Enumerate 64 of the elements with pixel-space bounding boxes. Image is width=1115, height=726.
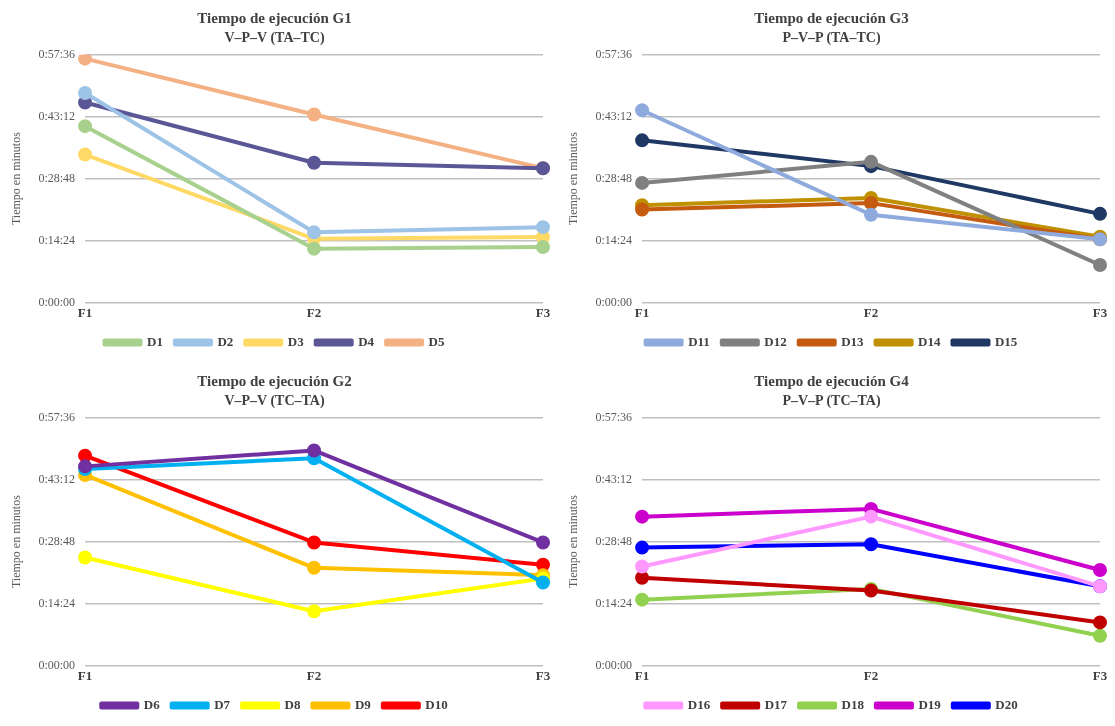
legend-label: D5: [428, 333, 445, 349]
legend-label: D19: [918, 696, 942, 712]
y-tick-label: 0:14:24: [38, 595, 76, 610]
legend-label: D3: [287, 333, 305, 349]
y-axis-title: Tiempo en minutos: [566, 131, 581, 226]
y-tick-label: 0:14:24: [595, 595, 633, 610]
y-tick-label: 0:00:00: [595, 294, 633, 309]
chart-subtitle: V–P–V (TC–TA): [224, 393, 325, 410]
y-tick-label: 0:28:48: [38, 533, 76, 548]
chart-title: Tiempo de ejecución G2: [197, 372, 352, 389]
x-tick-label: F1: [77, 667, 93, 683]
chart-title: Tiempo de ejecución G3: [754, 9, 909, 26]
x-tick-label: F3: [1092, 667, 1108, 683]
y-tick-label: 0:14:24: [595, 232, 633, 247]
y-tick-label: 0:57:36: [595, 409, 633, 424]
legend-label: D11: [688, 333, 710, 349]
y-tick-label: 0:43:12: [38, 108, 76, 123]
legend-label: D8: [284, 696, 301, 712]
y-tick-label: 0:28:48: [595, 170, 633, 185]
x-tick-label: F3: [1092, 304, 1108, 320]
legend-label: D6: [143, 696, 161, 712]
x-tick-label: F3: [535, 304, 551, 320]
x-tick-label: F2: [306, 304, 322, 320]
y-tick-label: 0:00:00: [595, 657, 633, 672]
y-tick-label: 0:57:36: [38, 46, 76, 61]
y-tick-label: 0:43:12: [595, 471, 633, 486]
x-tick-label: F1: [634, 304, 650, 320]
legend-label: D20: [995, 696, 1018, 712]
legend-label: D15: [994, 333, 1018, 349]
y-tick-label: 0:00:00: [38, 657, 76, 672]
chart-subtitle: V–P–V (TA–TC): [224, 30, 325, 47]
y-tick-label: 0:43:12: [595, 108, 633, 123]
chart-subtitle: P–V–P (TC–TA): [782, 393, 881, 410]
legend-label: D7: [214, 696, 231, 712]
legend-label: D1: [147, 333, 163, 349]
x-tick-label: F2: [863, 304, 879, 320]
y-tick-label: 0:57:36: [595, 46, 633, 61]
y-tick-label: 0:28:48: [38, 170, 76, 185]
y-tick-label: 0:43:12: [38, 471, 76, 486]
legend-label: D14: [918, 333, 941, 349]
chart-subtitle: P–V–P (TA–TC): [782, 30, 881, 47]
y-tick-label: 0:14:24: [38, 232, 76, 247]
chart-title: Tiempo de ejecución G4: [754, 372, 910, 389]
chart-title: Tiempo de ejecución G1: [197, 9, 352, 26]
legend-label: D13: [841, 333, 865, 349]
legend-label: D9: [354, 696, 372, 712]
legend-label: D4: [358, 333, 375, 349]
legend-label: D12: [764, 333, 787, 349]
y-tick-label: 0:28:48: [595, 533, 633, 548]
legend-label: D16: [687, 696, 711, 712]
y-axis-title: Tiempo en minutos: [9, 494, 24, 589]
y-axis-title: Tiempo en minutos: [566, 494, 581, 589]
x-tick-label: F2: [863, 667, 879, 683]
legend-label: D18: [841, 696, 865, 712]
y-tick-label: 0:57:36: [38, 409, 76, 424]
legend-label: D2: [217, 333, 234, 349]
x-tick-label: F1: [77, 304, 93, 320]
x-tick-label: F2: [306, 667, 322, 683]
x-tick-label: F3: [535, 667, 551, 683]
legend-label: D17: [764, 696, 788, 712]
x-tick-label: F1: [634, 667, 650, 683]
y-tick-label: 0:00:00: [38, 294, 76, 309]
y-axis-title: Tiempo en minutos: [9, 131, 24, 226]
legend-label: D10: [425, 696, 448, 712]
